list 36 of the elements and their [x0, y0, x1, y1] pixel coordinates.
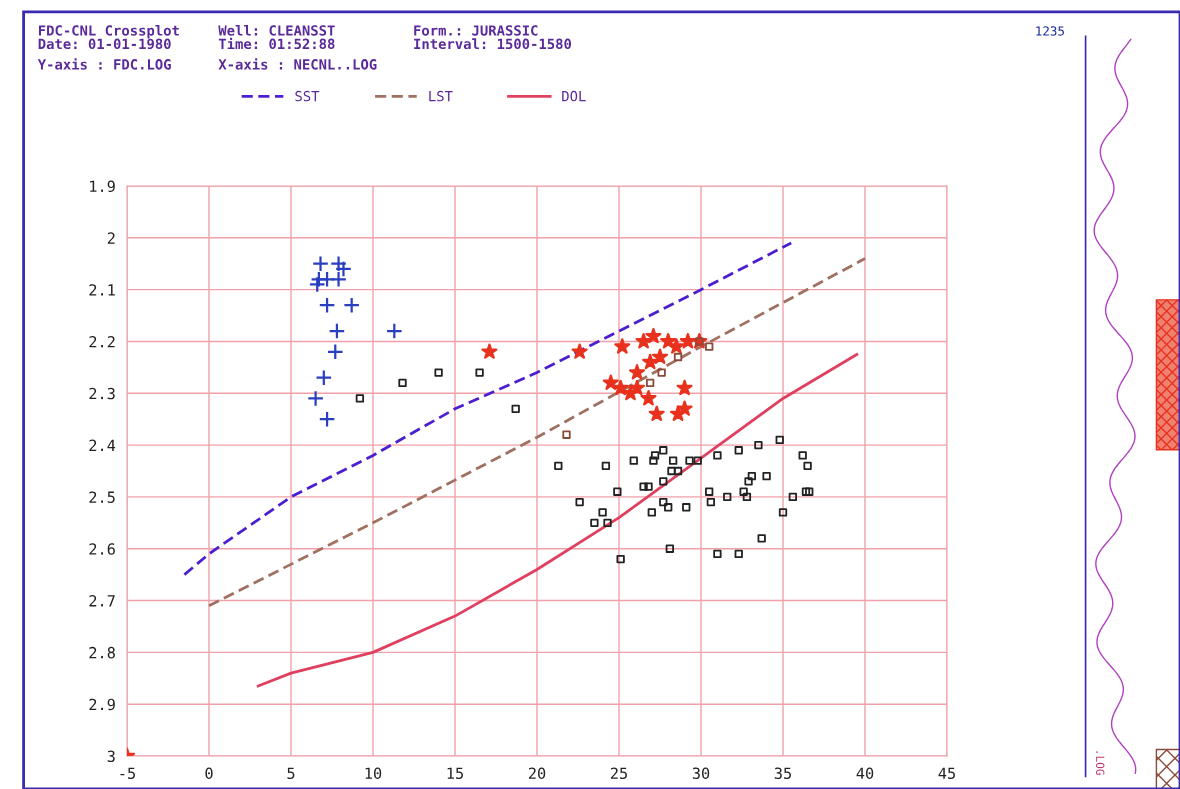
text: 1235 — [1036, 26, 1064, 36]
text: Date: 01-01-1980 — [38, 38, 171, 50]
y-tick-label: 2.9 — [89, 698, 115, 711]
legend-label: DOL — [562, 90, 586, 102]
x-tick-label: 30 — [692, 767, 710, 780]
x-tick-label: 5 — [287, 767, 295, 780]
legend-label: LST — [429, 90, 453, 102]
text: .LOG — [1096, 751, 1105, 775]
y-tick-label: 2.4 — [89, 439, 116, 451]
y-tick-label: 1.9 — [90, 180, 115, 193]
y-tick-label: 2 — [107, 232, 115, 244]
y-tick-label: 2.6 — [89, 543, 115, 555]
text: Time: 01:52:88 — [218, 37, 335, 50]
text: Interval: 1500-1580 — [414, 38, 572, 50]
x-tick-label: 20 — [528, 767, 546, 780]
x-tick-label: -5 — [120, 767, 135, 780]
x-tick-label: 45 — [938, 767, 955, 780]
y-tick-label: 2.8 — [89, 646, 115, 659]
y-tick-label: 3 — [107, 750, 115, 763]
text: Y-axis : FDC.LOG — [37, 58, 171, 70]
x-tick-label: 35 — [774, 767, 791, 780]
chart-title: FDC-CNL Crossplot — [38, 24, 179, 39]
text: X-axis : NECNL..LOG — [218, 58, 377, 70]
x-tick-label: 15 — [447, 767, 463, 780]
y-tick-label: 2.7 — [89, 595, 115, 607]
x-tick-label: 0 — [205, 767, 213, 780]
text: Well: CLEANSST — [218, 24, 335, 36]
x-tick-label: 25 — [610, 767, 627, 780]
x-tick-label: 10 — [365, 767, 382, 780]
y-tick-label: 2.5 — [89, 491, 115, 503]
y-tick-label: 2.1 — [89, 284, 115, 296]
y-tick-label: 2.3 — [89, 387, 115, 400]
legend-label: SST — [295, 90, 320, 102]
text: Form.: JURASSIC — [414, 25, 538, 36]
y-tick-label: 2.2 — [89, 335, 115, 348]
x-tick-label: 40 — [856, 767, 874, 780]
